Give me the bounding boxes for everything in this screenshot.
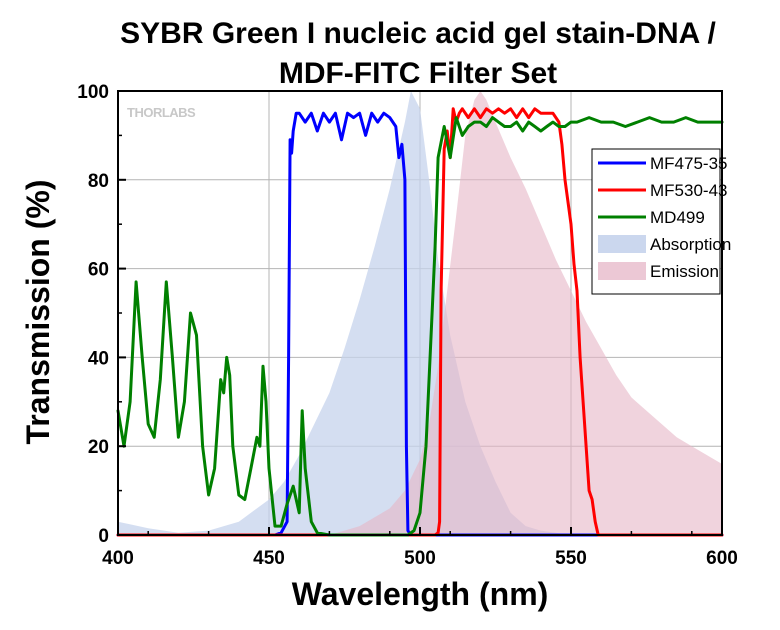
y-tick-label-60: 60 (88, 260, 109, 281)
y-tick-label-100: 100 (77, 82, 109, 103)
y-axis-title: Transmission (%) (20, 180, 56, 445)
legend-label-md499: MD499 (650, 208, 705, 227)
chart-title-line-2: MDF-FITC Filter Set (279, 57, 557, 90)
legend-swatch-absorption (598, 235, 646, 253)
x-axis-title: Wavelength (nm) (292, 576, 549, 612)
area-series-layer (118, 91, 722, 535)
y-tick-label-20: 20 (88, 437, 109, 458)
axis-ticks: 400 450 500 550 600 0 20 40 60 80 100 (77, 82, 738, 569)
x-tick-label-450: 450 (253, 548, 285, 569)
legend-label-mf475-35: MF475-35 (650, 154, 727, 173)
area-emission (329, 91, 722, 535)
area-absorption (118, 91, 722, 535)
legend-label-absorption: Absorption (650, 235, 731, 254)
x-tick-label-500: 500 (404, 548, 436, 569)
legend-label-mf530-43: MF530-43 (650, 181, 727, 200)
chart-title-line-1: SYBR Green I nucleic acid gel stain-DNA … (120, 17, 716, 50)
y-tick-label-0: 0 (98, 526, 109, 547)
legend-swatch-emission (598, 262, 646, 280)
legend-label-emission: Emission (650, 262, 719, 281)
x-tick-label-550: 550 (555, 548, 587, 569)
line-mf475-35 (116, 111, 724, 537)
x-tick-label-400: 400 (102, 548, 134, 569)
x-tick-label-600: 600 (706, 548, 738, 569)
y-tick-label-40: 40 (88, 348, 109, 369)
y-tick-label-80: 80 (88, 171, 109, 192)
brand-watermark: THORLABS (127, 105, 196, 120)
legend: MF475-35 MF530-43 MD499 Absorption Emission (591, 148, 731, 295)
